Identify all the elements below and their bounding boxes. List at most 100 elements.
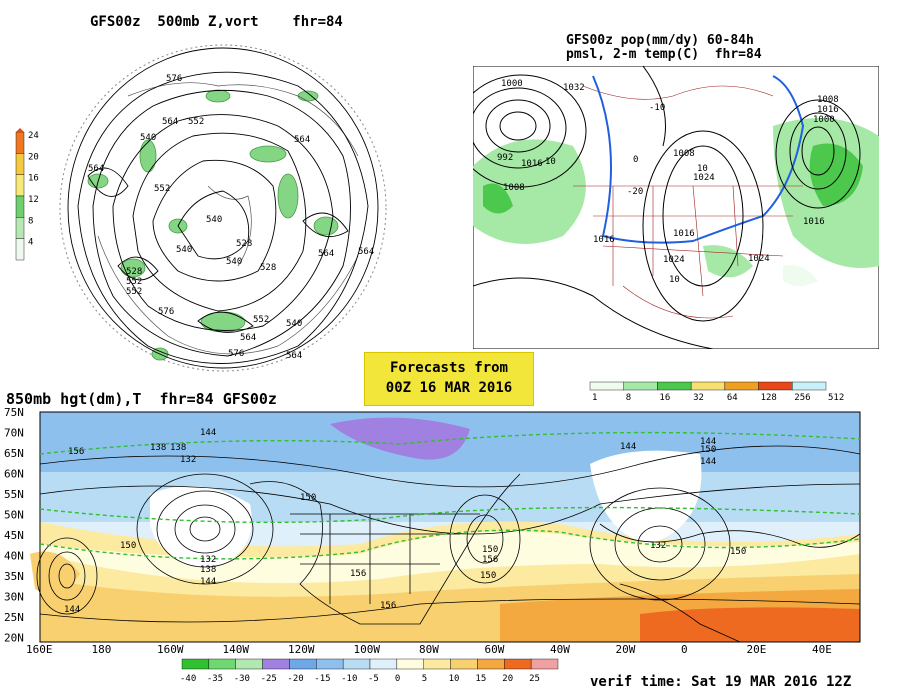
colorbar-label: 12 bbox=[28, 195, 39, 205]
contour-label: 564 bbox=[294, 135, 310, 145]
contour-label: 564 bbox=[162, 117, 178, 127]
contour-label: 540 bbox=[176, 245, 192, 255]
panel-title-850mb: 850mb hgt(dm),T fhr=84 GFS00z bbox=[6, 390, 277, 408]
longitude-label: 40E bbox=[812, 643, 832, 656]
colorbar-label: -5 bbox=[368, 674, 379, 684]
contour-label: 1008 bbox=[673, 149, 695, 159]
contour-label: 150 bbox=[120, 541, 136, 551]
contour-label: 10 bbox=[545, 157, 556, 167]
longitude-label: 120W bbox=[288, 643, 315, 656]
contour-label: 1032 bbox=[563, 83, 585, 93]
colorbar-swatch bbox=[758, 381, 793, 391]
forecast-init-box: Forecasts from 00Z 16 MAR 2016 bbox=[364, 352, 534, 406]
contour-label: 528 bbox=[260, 263, 276, 273]
latitude-label: 65N bbox=[4, 447, 24, 460]
contour-label: -20 bbox=[627, 187, 643, 197]
contour-label: 552 bbox=[126, 277, 142, 287]
colorbar-label: 20 bbox=[502, 674, 513, 684]
contour-label: 132 bbox=[180, 455, 196, 465]
contour-label: 156 bbox=[380, 601, 396, 611]
latitude-label: 25N bbox=[4, 611, 24, 624]
contour-label: 576 bbox=[166, 74, 182, 84]
colorbar-label: -20 bbox=[287, 674, 303, 684]
colorbar-label: -35 bbox=[207, 674, 223, 684]
colorbar-label: 64 bbox=[727, 393, 738, 403]
forecast-line2: 00Z 16 MAR 2016 bbox=[385, 380, 513, 396]
contour-label: 1024 bbox=[748, 254, 770, 264]
contour-label: 528 bbox=[126, 267, 142, 277]
colorbar-label: 8 bbox=[28, 216, 33, 226]
contour-label: 552 bbox=[253, 315, 269, 325]
longitude-label: 80W bbox=[419, 643, 439, 656]
contour-label: 138 bbox=[200, 565, 216, 575]
colorbar-label: 10 bbox=[449, 674, 460, 684]
colorbar-vorticity: 24 20 16 12 8 4 bbox=[15, 128, 39, 261]
colorbar-swatch bbox=[15, 238, 25, 261]
contour-label: 132 bbox=[650, 541, 666, 551]
contour-label: 540 bbox=[206, 215, 222, 225]
contour-label: 10 bbox=[669, 275, 680, 285]
freezing-line bbox=[39, 431, 861, 560]
colorbar-label: 24 bbox=[28, 131, 39, 141]
contour-label: 144 bbox=[700, 457, 716, 467]
contour-label: 1008 bbox=[817, 95, 839, 105]
contour-label: 150 bbox=[482, 545, 498, 555]
colorbar-label: -40 bbox=[180, 674, 196, 684]
colorbar-label: 8 bbox=[626, 393, 631, 403]
panel-title-500mb: GFS00z 500mb Z,vort fhr=84 bbox=[90, 14, 343, 30]
contour-label: 1000 bbox=[501, 79, 523, 89]
latitude-label: 35N bbox=[4, 570, 24, 583]
pop-title-line1: GFS00z pop(mm/dy) 60-84h bbox=[566, 33, 754, 48]
colorbar-swatch bbox=[15, 174, 25, 197]
contour-label: 138 bbox=[150, 443, 166, 453]
colorbar-swatch bbox=[530, 658, 559, 670]
latitude-label: 50N bbox=[4, 509, 24, 522]
latitude-label: 30N bbox=[4, 591, 24, 604]
pressure-contours bbox=[473, 66, 861, 349]
colorbar-label: 25 bbox=[529, 674, 540, 684]
colorbar-swatch bbox=[289, 658, 317, 670]
colorbar-swatch bbox=[235, 658, 263, 670]
polar-map-boundary bbox=[59, 44, 387, 372]
colorbar-arrow bbox=[16, 128, 24, 132]
contour-label: 156 bbox=[482, 555, 498, 565]
contour-label: 1016 bbox=[521, 159, 543, 169]
contour-label: 0 bbox=[633, 155, 638, 165]
latitude-label: 55N bbox=[4, 488, 24, 501]
longitude-label: 160W bbox=[157, 643, 184, 656]
contour-label: 540 bbox=[226, 257, 242, 267]
contour-label: 144 bbox=[200, 428, 216, 438]
colorbar-swatch bbox=[15, 217, 25, 239]
contour-label: 144 bbox=[64, 605, 80, 615]
contour-label: 10 bbox=[697, 164, 708, 174]
colorbar-label: 512 bbox=[828, 393, 844, 403]
contour-label: 1016 bbox=[803, 217, 825, 227]
colorbar-swatch bbox=[208, 658, 236, 670]
colorbar-label: 5 bbox=[422, 674, 427, 684]
colorbar-swatch bbox=[342, 658, 371, 670]
coastline-overlay bbox=[249, 473, 861, 643]
temperature-contours bbox=[592, 75, 805, 244]
colorbar-label: 16 bbox=[28, 174, 39, 184]
colorbar-swatch bbox=[724, 381, 759, 391]
contour-label: 576 bbox=[228, 349, 244, 359]
colorbar-swatch bbox=[623, 381, 658, 391]
contour-label: 992 bbox=[497, 153, 513, 163]
contour-label: 144 bbox=[620, 442, 636, 452]
contour-label: 150 bbox=[480, 571, 496, 581]
colorbar-label: 4 bbox=[28, 238, 33, 248]
longitude-labels: 160E 180 160W 140W 120W 100W 80W 60W 40W 20W 0 20E 4… bbox=[26, 643, 832, 656]
colorbar-label: 32 bbox=[693, 393, 704, 403]
contour-label: 564 bbox=[318, 249, 334, 259]
colorbar-swatch bbox=[792, 381, 827, 391]
contour-label: 576 bbox=[158, 307, 174, 317]
latitude-label: 40N bbox=[4, 550, 24, 563]
pop-title-line2: pmsl, 2-m temp(C) fhr=84 bbox=[566, 47, 762, 62]
colorbar-swatch bbox=[396, 658, 424, 670]
latitude-label: 75N bbox=[4, 406, 24, 419]
panel-title-pop: GFS00z pop(mm/dy) 60-84h pmsl, 2-m temp(C… bbox=[566, 34, 762, 62]
